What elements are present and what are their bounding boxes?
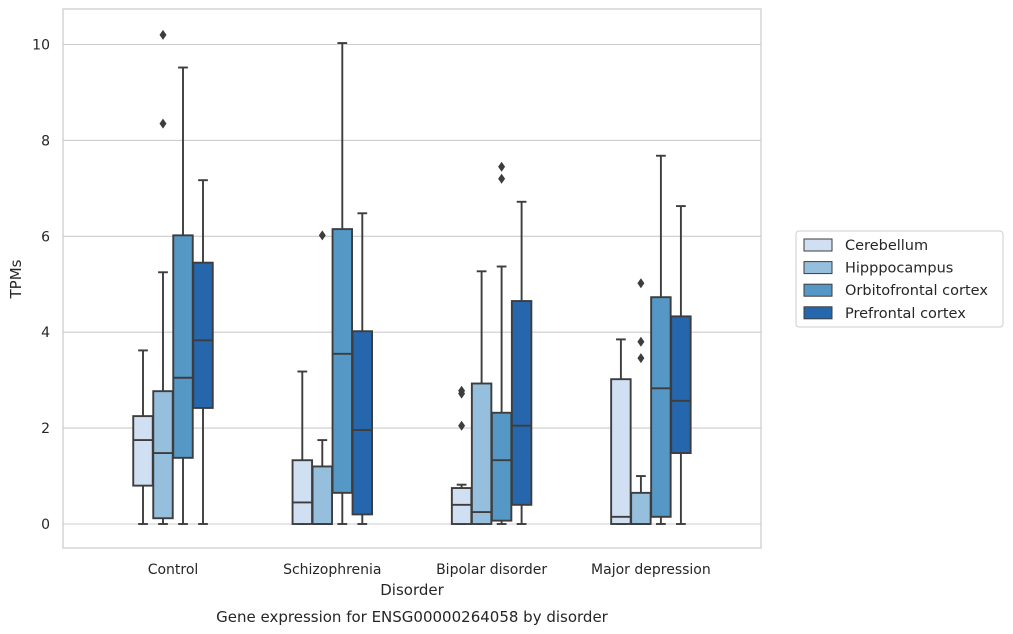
box-body [650, 296, 672, 518]
x-tick-label: Major depression [591, 562, 711, 578]
legend-label: Hipppocampus [845, 261, 953, 277]
box-body [351, 330, 373, 516]
legend-label: Cerebellum [845, 238, 928, 254]
box-body [311, 465, 333, 525]
box-body [152, 390, 174, 520]
box-body [470, 382, 493, 525]
box-body [630, 491, 652, 525]
y-tick-label: 8 [41, 133, 50, 149]
outlier-point [318, 230, 326, 241]
box-body [450, 487, 473, 525]
box-marks [132, 29, 692, 525]
y-axis-title: TPMs [7, 259, 25, 299]
x-tick-label: Schizophrenia [283, 562, 381, 578]
outlier-point [159, 118, 167, 129]
box-body [132, 415, 154, 487]
box-body [291, 459, 313, 525]
box-body [510, 300, 533, 506]
y-tick-labels: 0 2 4 6 8 10 [32, 38, 50, 534]
legend-swatch [803, 261, 833, 275]
box-3-3 [670, 205, 692, 525]
x-tick-labels: Control Schizophrenia Bipolar disorder Majo… [148, 562, 711, 578]
box-0-3 [192, 179, 214, 525]
box-body [490, 411, 513, 522]
box-body [331, 228, 353, 494]
legend-swatch [803, 306, 833, 320]
y-tick-label: 10 [32, 38, 50, 54]
box-1-0 [291, 370, 313, 525]
legend: Cerebellum Hipppocampus Orbitofrontal cort… [795, 230, 1004, 328]
outlier-point [458, 420, 466, 431]
legend-swatch [803, 283, 833, 297]
y-tick-label: 6 [41, 229, 50, 245]
legend-label: Orbitofrontal cortex [845, 283, 988, 299]
chart-caption: Gene expression for ENSG00000264058 by d… [216, 608, 609, 626]
outlier-point [159, 29, 167, 40]
legend-label: Prefrontal cortex [845, 306, 966, 322]
box-2-3 [510, 200, 533, 525]
x-tick-label: Control [148, 562, 199, 578]
outlier-point [637, 353, 645, 364]
outlier-point [498, 173, 506, 184]
box-body [172, 234, 194, 459]
x-axis-title: Disorder [380, 581, 444, 599]
box-3-1 [630, 278, 652, 525]
box-2-0 [450, 385, 473, 525]
legend-frame [795, 230, 1004, 328]
box-body [610, 378, 632, 525]
box-3-2 [650, 154, 672, 525]
y-tick-label: 2 [41, 421, 50, 437]
box-3-0 [610, 338, 632, 525]
outlier-point [458, 385, 466, 396]
plot-frame [62, 8, 762, 549]
y-tick-label: 4 [41, 325, 50, 341]
outlier-point [637, 278, 645, 289]
y-tick-label: 0 [41, 517, 50, 533]
x-tick-label: Bipolar disorder [436, 562, 547, 578]
outlier-point [637, 336, 645, 347]
box-body [192, 261, 214, 409]
box-body [670, 315, 692, 454]
box-1-1 [311, 230, 333, 525]
box-0-0 [132, 349, 154, 525]
box-1-3 [351, 212, 373, 525]
outlier-point [498, 161, 506, 172]
legend-swatch [803, 238, 833, 252]
